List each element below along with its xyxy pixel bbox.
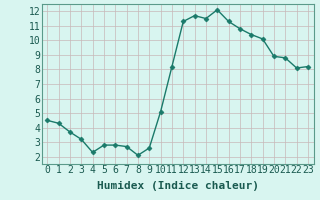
X-axis label: Humidex (Indice chaleur): Humidex (Indice chaleur)	[97, 181, 259, 191]
